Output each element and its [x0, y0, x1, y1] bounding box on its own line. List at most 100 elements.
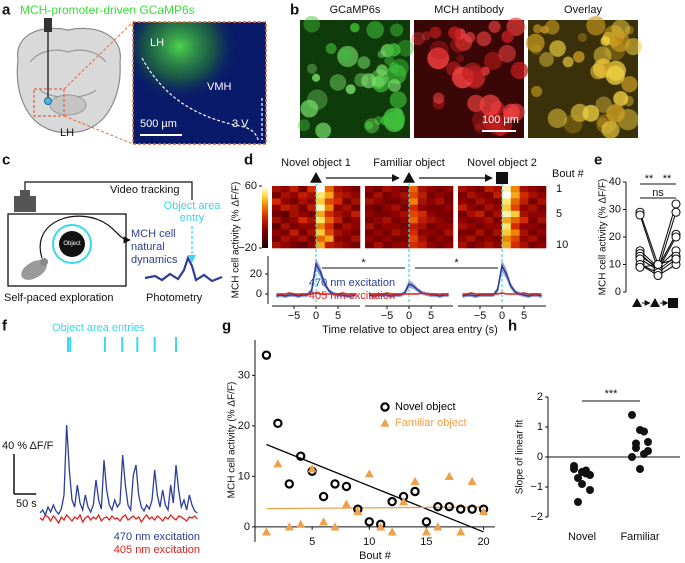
cell-blob	[383, 107, 406, 130]
heatmap-cell	[280, 204, 290, 212]
cell-blob	[601, 120, 620, 139]
heatmap-cell	[351, 229, 361, 236]
heatmap-cell	[409, 198, 419, 205]
heatmap-cell	[475, 217, 485, 224]
cell-blob	[586, 16, 606, 36]
x-tick-label: 5	[309, 536, 315, 548]
x-tick-label: 0	[406, 310, 412, 322]
heatmap-cell	[272, 186, 282, 193]
x-axis-label: Time relative to object area entry (s)	[322, 324, 498, 336]
heatmap-cell	[493, 223, 503, 230]
setup-label: Self-paced exploration	[4, 292, 113, 304]
cell-blob	[539, 52, 554, 67]
condition-marker	[668, 298, 678, 308]
scale-bar-label: 50 s	[16, 498, 37, 510]
heatmap-cell	[373, 217, 383, 224]
x-tick-label: 0	[499, 310, 505, 322]
heatmap-cell	[484, 229, 494, 236]
cell-blob	[621, 76, 638, 93]
cell-blob	[480, 66, 490, 76]
heatmap-cell	[435, 198, 445, 205]
heatmap-cell	[409, 186, 419, 193]
heatmap-cell	[519, 192, 529, 199]
heatmap-cell	[528, 204, 538, 212]
heatmap-cell	[435, 186, 445, 193]
heatmap-cell	[409, 210, 419, 218]
heatmap-cell	[307, 192, 317, 199]
heatmap-cell	[537, 241, 547, 249]
heatmap-cell	[493, 186, 503, 193]
heatmap-cell	[537, 210, 547, 218]
heatmap-cell	[324, 198, 334, 205]
data-point	[318, 491, 329, 502]
condition-marker	[310, 172, 322, 183]
heatmap-cell	[519, 210, 529, 218]
significance-label: *	[361, 257, 366, 269]
heatmap-cell	[342, 235, 352, 243]
heatmap-cell	[333, 198, 343, 205]
heatmap-cell	[365, 223, 375, 230]
heatmap-cell	[307, 223, 317, 230]
cell-blob	[372, 74, 390, 93]
trace-line	[462, 292, 542, 295]
heatmap-cell	[365, 229, 375, 236]
panel-label: b	[290, 2, 299, 19]
heatmap-cell	[333, 241, 343, 249]
data-point	[319, 517, 329, 526]
heatmap-cell	[333, 235, 343, 243]
heatmap-cell	[493, 204, 503, 212]
y-axis-label: MCH cell activity (% ΔF/F)	[227, 382, 238, 499]
bout-tick-label: 1	[556, 183, 562, 195]
heatmap-cell	[391, 192, 401, 199]
heatmap-cell	[373, 241, 383, 249]
x-tick-label: 10	[363, 536, 375, 548]
heatmap-cell	[502, 210, 512, 218]
heatmap-cell	[444, 241, 454, 249]
heatmap-cell	[519, 229, 529, 236]
heatmap-cell	[342, 241, 352, 249]
x-axis-label: Bout #	[359, 550, 392, 562]
heatmap-cell	[289, 241, 299, 249]
heatmap-cell	[484, 223, 494, 230]
schematic-label: LH	[60, 127, 74, 139]
heatmap-cell	[382, 241, 392, 249]
heatmap-cell	[458, 198, 468, 205]
condition-marker	[496, 172, 508, 184]
heatmap-cell	[528, 223, 538, 230]
heatmap-cell	[537, 198, 547, 205]
legend-label: Novel object	[395, 401, 456, 413]
heatmap-cell	[324, 204, 334, 212]
cell-blob	[338, 48, 352, 62]
condition-marker	[632, 298, 642, 307]
heatmap-cell	[458, 223, 468, 230]
significance-label: ns	[652, 187, 664, 199]
heatmap-cell	[400, 192, 410, 199]
heatmap-cell	[458, 217, 468, 224]
data-point	[364, 469, 374, 478]
x-tick-label: 0	[313, 310, 319, 322]
data-point	[399, 497, 409, 506]
heatmap-cell	[510, 204, 520, 212]
condition-title: Novel object 2	[467, 157, 537, 169]
cell-blob	[373, 116, 383, 125]
heatmap-cell	[373, 229, 383, 236]
heatmap-cell	[484, 204, 494, 212]
setup-label: dynamics	[131, 254, 178, 266]
panel-label: h	[508, 318, 517, 335]
heatmap-cell	[458, 229, 468, 236]
subject-point	[671, 232, 681, 242]
setup-schematic	[7, 181, 223, 287]
data-point	[644, 438, 652, 446]
heatmap-cell	[324, 186, 334, 193]
trace-line	[369, 282, 449, 297]
heatmap-cell	[435, 210, 445, 218]
heatmap-cell	[426, 204, 436, 212]
heatmap-cell	[400, 198, 410, 205]
fit-line	[266, 506, 484, 510]
cell-blob	[350, 22, 360, 33]
micrographs	[297, 15, 642, 139]
heatmap-cell	[289, 186, 299, 193]
heatmap-cell	[391, 198, 401, 205]
heatmap-cell	[382, 229, 392, 236]
cell-blob	[577, 32, 587, 42]
